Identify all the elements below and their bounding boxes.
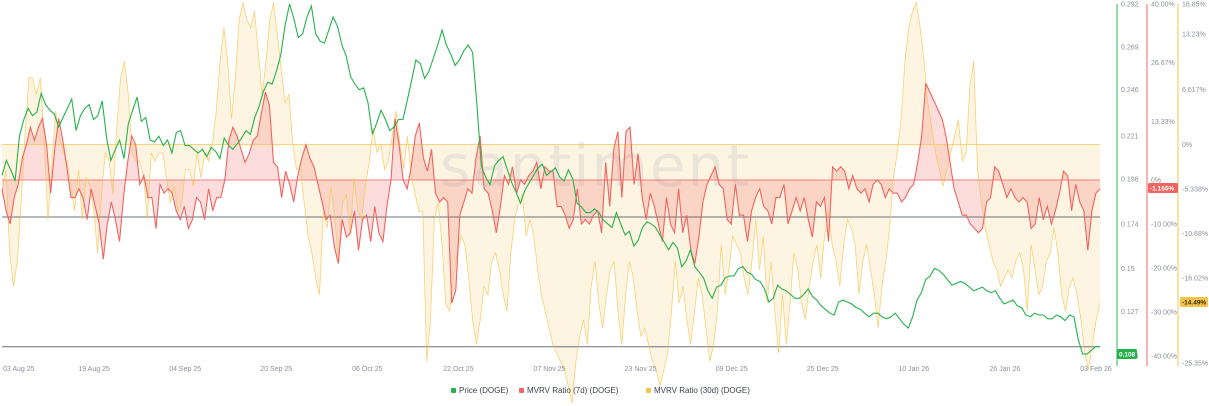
axis-tick-price: 0.269	[1121, 44, 1139, 51]
x-tick-label: 10 Jan 26	[898, 366, 929, 373]
axis-tick-mvrv30d: 13.23%	[1182, 32, 1206, 39]
x-tick-label: 19 Aug 25	[78, 366, 110, 373]
x-tick-label: 07 Nov 25	[534, 366, 566, 373]
axis-tick-price: 0.15	[1121, 266, 1135, 273]
axis-tick-price: 0.292	[1121, 2, 1139, 9]
legend-item[interactable]: MVRV Ratio (7d) (DOGE)	[519, 386, 619, 395]
axis-tick-mvrv7d: 13.33%	[1151, 119, 1175, 126]
legend-swatch	[451, 388, 456, 393]
axis-tick-price: 0.221	[1121, 134, 1139, 141]
x-tick-label: 20 Sep 25	[260, 366, 292, 373]
legend-swatch	[519, 388, 524, 393]
axis-tick-mvrv7d: -20.00%	[1151, 266, 1177, 273]
legend-label: MVRV Ratio (7d) (DOGE)	[527, 386, 619, 395]
badge-price	[1117, 349, 1137, 359]
series-line-price	[1, 3, 1100, 355]
axis-tick-mvrv7d: -30.00%	[1151, 310, 1177, 317]
axis-tick-price: 0.246	[1121, 87, 1139, 94]
legend-swatch	[646, 388, 651, 393]
axis-tick-price: 0.127	[1121, 309, 1139, 316]
axis-tick-mvrv30d: -16.02%	[1182, 276, 1208, 283]
x-tick-label: 03 Aug 25	[3, 366, 35, 373]
axis-tick-mvrv30d: -10.68%	[1182, 231, 1208, 238]
axis-tick-mvrv30d: 0%	[1182, 142, 1192, 149]
badge-mvrv7d	[1148, 183, 1178, 193]
axis-tick-mvrv7d: -10.00%	[1151, 222, 1177, 229]
badge-mvrv30d	[1180, 297, 1208, 307]
badge-text-price: 0.108	[1119, 351, 1136, 358]
axis-tick-mvrv7d: -40.00%	[1151, 354, 1177, 361]
badge-text-mvrv7d: -1.166%	[1150, 185, 1174, 192]
axis-tick-mvrv7d: 0%	[1151, 178, 1161, 185]
watermark: santiment	[440, 132, 751, 200]
axis-tick-mvrv30d: -5.338%	[1182, 187, 1208, 194]
x-axis-labels: 03 Aug 25 19 Aug 25 04 Sep 25 20 Sep 25 06 O…	[3, 366, 1112, 373]
x-tick-label: 23 Nov 25	[625, 366, 657, 373]
axis-tick-mvrv30d: -25.35%	[1182, 361, 1208, 368]
mvrv-fill-areas	[2, 2, 1100, 404]
axis-tick-mvrv7d: 26.67%	[1151, 60, 1175, 67]
axis-tick-mvrv7d: 40.00%	[1151, 2, 1175, 9]
x-tick-label: 25 Dec 25	[807, 366, 839, 373]
axes: 0.2920.2690.2460.2210.1980.1740.150.1270…	[1116, 2, 1208, 368]
legend-label: Price (DOGE)	[459, 386, 509, 395]
x-tick-label: 09 Dec 25	[716, 366, 748, 373]
legend[interactable]: Price (DOGE) MVRV Ratio (7d) (DOGE) MVRV R…	[451, 386, 750, 395]
x-tick-label: 04 Sep 25	[169, 366, 201, 373]
legend-item[interactable]: MVRV Ratio (30d) (DOGE)	[646, 386, 750, 395]
legend-label: MVRV Ratio (30d) (DOGE)	[654, 386, 750, 395]
series-area-2	[2, 2, 1100, 404]
x-tick-label: 06 Oct 25	[352, 366, 382, 373]
axis-tick-mvrv30d: 6.617%	[1182, 87, 1206, 94]
series-lines	[1, 1, 1101, 404]
x-tick-label: 03 Feb 26	[1080, 366, 1112, 373]
axis-tick-price: 0.174	[1121, 221, 1139, 228]
value-badges: 0.108 -1.166% -14.49%	[1117, 183, 1208, 359]
series-line-2	[1, 1, 1101, 404]
axis-tick-price: 0.198	[1121, 177, 1139, 184]
x-tick-label: 22 Oct 25	[443, 366, 473, 373]
x-tick-label: 26 Jan 26	[990, 366, 1021, 373]
axis-tick-mvrv30d: 16.85%	[1182, 2, 1206, 9]
legend-item[interactable]: Price (DOGE)	[451, 386, 509, 395]
badge-text-mvrv30d: -14.49%	[1182, 299, 1206, 306]
